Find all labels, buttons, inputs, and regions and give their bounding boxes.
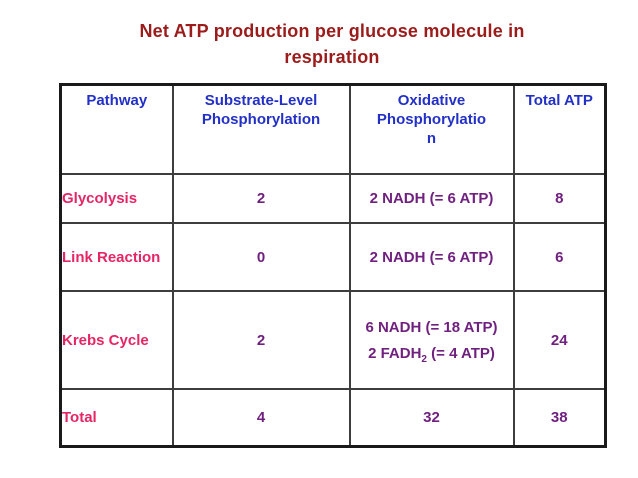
header-line: Total ATP	[525, 92, 593, 109]
col-header-substrate-level: Substrate-Level Phosphorylation	[171, 83, 351, 175]
col-header-oxidative: Oxidative Phosphorylatio n	[348, 83, 515, 175]
fadh-suffix: (= 4 ATP)	[426, 344, 495, 362]
header-line: n	[426, 130, 437, 147]
oxidative-value: 32	[348, 388, 515, 447]
substrate-value: 0	[171, 222, 351, 292]
table-row-krebs-cycle: Krebs Cycle 2 6 NADH (= 18 ATP) 2 FADH2 …	[59, 290, 607, 390]
atp-table: Pathway Substrate-Level Phosphorylation …	[59, 83, 607, 448]
col-header-pathway: Pathway	[59, 83, 174, 175]
total-atp-value: 8	[512, 173, 607, 224]
substrate-value: 2	[171, 290, 351, 390]
header-line: Phosphorylatio	[376, 111, 487, 128]
pathway-label: Glycolysis	[59, 173, 174, 224]
header-line: Substrate-Level	[204, 92, 318, 109]
total-atp-value: 38	[512, 388, 607, 447]
slide-title: Net ATP production per glucose molecule …	[26, 18, 638, 70]
pathway-label: Link Reaction	[59, 222, 174, 292]
header-line: Phosphorylation	[201, 111, 321, 128]
table-row-glycolysis: Glycolysis 2 2 NADH (= 6 ATP) 8	[59, 173, 607, 224]
table-header-row: Pathway Substrate-Level Phosphorylation …	[59, 83, 607, 175]
fadh-subscript: 2	[421, 353, 427, 365]
oxidative-value: 2 NADH (= 6 ATP)	[348, 222, 515, 292]
substrate-value: 2	[171, 173, 351, 224]
pathway-label: Total	[59, 388, 174, 447]
oxidative-value: 6 NADH (= 18 ATP) 2 FADH2 (= 4 ATP)	[348, 290, 515, 390]
title-line-1: Net ATP production per glucose molecule …	[139, 21, 525, 41]
oxidative-value: 2 NADH (= 6 ATP)	[348, 173, 515, 224]
col-header-total-atp: Total ATP	[512, 83, 607, 175]
table-row-total: Total 4 32 38	[59, 388, 607, 447]
total-atp-value: 24	[512, 290, 607, 390]
fadh-prefix: 2 FADH	[368, 344, 422, 362]
header-line: Pathway	[86, 92, 148, 109]
oxidative-line-2: 2 FADH2 (= 4 ATP)	[352, 344, 512, 365]
header-line: Oxidative	[397, 92, 466, 109]
table-row-link-reaction: Link Reaction 0 2 NADH (= 6 ATP) 6	[59, 222, 607, 292]
total-atp-value: 6	[512, 222, 607, 292]
title-line-2: respiration	[284, 47, 380, 67]
pathway-label: Krebs Cycle	[59, 290, 174, 390]
oxidative-line-1: 6 NADH (= 18 ATP)	[365, 318, 498, 336]
substrate-value: 4	[171, 388, 351, 447]
